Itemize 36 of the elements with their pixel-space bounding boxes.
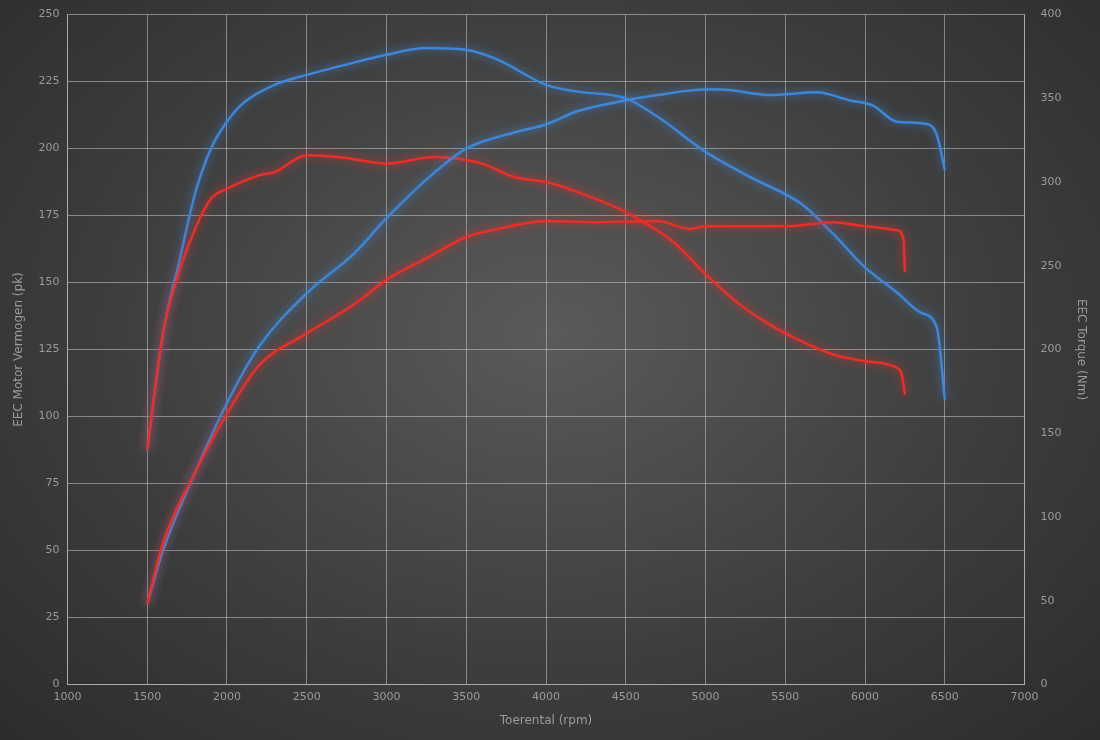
x-tick-label: 3000	[372, 689, 401, 703]
y2-tick-label: 100	[1040, 509, 1062, 523]
y-tick-label: 75	[45, 476, 60, 490]
y-tick-label: 150	[38, 275, 60, 289]
x-tick-label: 3500	[452, 689, 481, 703]
y-axis-title: EEC Motor Vermogen (pk)	[11, 272, 26, 427]
y2-tick-label: 350	[1040, 91, 1062, 105]
y-tick-label: 225	[38, 74, 60, 88]
y2-tick-label: 0	[1040, 677, 1048, 691]
x-tick-label: 7000	[1010, 689, 1039, 703]
y2-tick-label: 200	[1040, 342, 1062, 356]
x-tick-label: 5500	[771, 689, 800, 703]
x-tick-label: 1000	[53, 689, 82, 703]
y2-tick-label: 150	[1040, 426, 1062, 440]
y-tick-label: 175	[38, 208, 60, 222]
x-tick-label: 4000	[532, 689, 560, 703]
y2-axis-title: EEC Torque (Nm)	[1074, 298, 1089, 401]
y-tick-label: 200	[38, 141, 60, 155]
x-tick-label: 5000	[691, 689, 720, 703]
y-tick-label: 25	[45, 610, 60, 624]
x-tick-label: 2000	[212, 689, 241, 703]
y-tick-label: 50	[45, 543, 60, 557]
x-tick-label: 2500	[292, 689, 321, 703]
x-tick-label: 1500	[133, 689, 162, 703]
y2-tick-label: 50	[1040, 593, 1055, 607]
y-tick-label: 125	[38, 342, 60, 356]
x-tick-label: 6000	[851, 689, 880, 703]
y-tick-label: 100	[38, 409, 60, 423]
x-axis-title: Toerental (rpm)	[498, 712, 593, 727]
y2-tick-label: 300	[1040, 174, 1062, 188]
y2-tick-label: 400	[1040, 7, 1062, 21]
y-tick-label: 250	[38, 7, 60, 21]
y2-tick-label: 250	[1040, 258, 1062, 272]
y-tick-label: 0	[52, 677, 60, 691]
x-tick-label: 6500	[930, 689, 959, 703]
x-tick-label: 4500	[611, 689, 640, 703]
